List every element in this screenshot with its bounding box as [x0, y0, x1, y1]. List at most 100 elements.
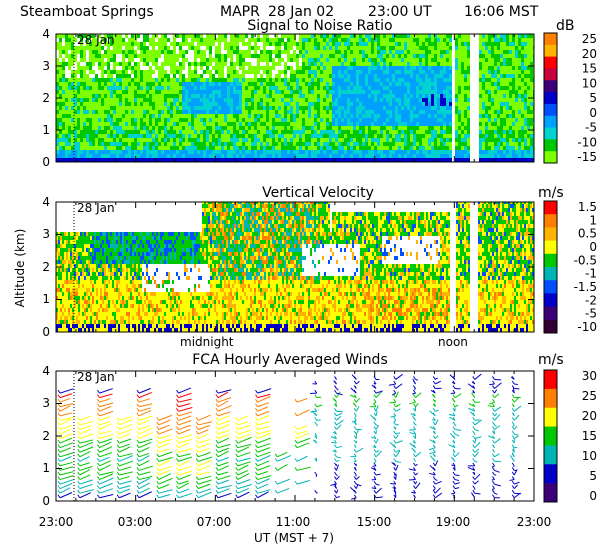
snr-cell [461, 42, 464, 46]
snr-cell [83, 114, 86, 118]
snr-cell [356, 46, 359, 50]
snr-cell [362, 110, 365, 114]
snr-cell [395, 42, 398, 46]
snr-cell [392, 86, 395, 90]
snr-cell [437, 42, 440, 46]
snr-cell [128, 122, 131, 126]
snr-cell [62, 46, 65, 50]
snr-cell [389, 94, 392, 98]
snr-cell [311, 150, 314, 154]
snr-cell [152, 138, 155, 142]
snr-cell [110, 78, 113, 82]
snr-cell [266, 54, 269, 58]
snr-cell [236, 38, 239, 42]
snr-cell [119, 134, 122, 138]
snr-cell [398, 38, 401, 42]
snr-cell [311, 50, 314, 54]
snr-cell [527, 102, 530, 106]
snr-cell [158, 118, 161, 122]
vv-cell [70, 300, 72, 304]
snr-cell [425, 138, 428, 142]
snr-cell [86, 102, 89, 106]
snr-cell [404, 98, 407, 102]
snr-cell [302, 110, 305, 114]
snr-cell [188, 150, 191, 154]
snr-cell [104, 54, 107, 58]
snr-cell [176, 142, 179, 146]
snr-cell [86, 142, 89, 146]
snr-cell [224, 62, 227, 66]
snr-cell [98, 46, 101, 50]
snr-cell [167, 74, 170, 78]
snr-cell [83, 102, 86, 106]
snr-cell [56, 158, 59, 162]
snr-cell [356, 126, 359, 130]
snr-cell [317, 70, 320, 74]
snr-cell [227, 94, 230, 98]
snr-cell [392, 62, 395, 66]
snr-cell [122, 142, 125, 146]
snr-cell [98, 82, 101, 86]
snr-cell [419, 110, 422, 114]
snr-cell [455, 66, 458, 70]
vv-cell [62, 280, 64, 284]
snr-cell [365, 70, 368, 74]
snr-cell [92, 138, 95, 142]
snr-cell [95, 138, 98, 142]
snr-cell [530, 50, 533, 54]
snr-cell [392, 34, 395, 38]
snr-cell [62, 94, 65, 98]
snr-cell [317, 66, 320, 70]
snr-cell [431, 66, 434, 70]
snr-cell [131, 66, 134, 70]
snr-cell [65, 34, 68, 38]
snr-cell [158, 38, 161, 42]
snr-cell [200, 110, 203, 114]
snr-cell [293, 122, 296, 126]
snr-cell [356, 158, 359, 162]
snr-cell [86, 154, 89, 158]
snr-cell [494, 150, 497, 154]
snr-cell [353, 62, 356, 66]
snr-cell [176, 82, 179, 86]
snr-cell [227, 98, 230, 102]
snr-cell [278, 38, 281, 42]
snr-cell [170, 78, 173, 82]
snr-cell [143, 50, 146, 54]
snr-cell [56, 98, 59, 102]
snr-cell [488, 98, 491, 102]
snr-cell [260, 118, 263, 122]
snr-cell [77, 94, 80, 98]
snr-cell [359, 134, 362, 138]
snr-cell [458, 42, 461, 46]
snr-cell [359, 102, 362, 106]
snr-cell [338, 74, 341, 78]
snr-cell [155, 34, 158, 38]
snr-cell [185, 110, 188, 114]
snr-cell [71, 142, 74, 146]
snr-cell [68, 130, 71, 134]
snr-cell [410, 122, 413, 126]
snr-cell [308, 118, 311, 122]
snr-cell [203, 158, 206, 162]
snr-cell [137, 82, 140, 86]
vv-cell [60, 284, 62, 288]
snr-cell [305, 102, 308, 106]
snr-cell [320, 134, 323, 138]
snr-cell [362, 86, 365, 90]
snr-cell [494, 62, 497, 66]
snr-cell [371, 62, 374, 66]
snr-cell [206, 126, 209, 130]
snr-cell [482, 154, 485, 158]
snr-cell [182, 150, 185, 154]
snr-cell [500, 50, 503, 54]
snr-cell [311, 62, 314, 66]
snr-cell [491, 146, 494, 150]
snr-cell [236, 118, 239, 122]
snr-cell [443, 110, 446, 114]
vv-cell [58, 272, 60, 276]
snr-cell [242, 126, 245, 130]
snr-cell [269, 66, 272, 70]
snr-cell [500, 114, 503, 118]
snr-cell [446, 134, 449, 138]
